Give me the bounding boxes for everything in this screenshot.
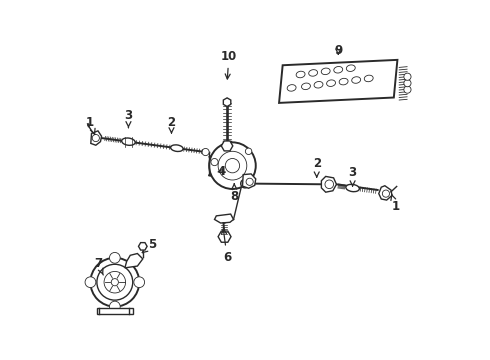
Text: 2: 2 [313, 157, 321, 177]
Polygon shape [91, 131, 101, 145]
Circle shape [225, 158, 240, 173]
Text: 10: 10 [220, 50, 237, 79]
Circle shape [85, 277, 96, 288]
Circle shape [245, 148, 252, 154]
Text: 9: 9 [334, 44, 343, 57]
Ellipse shape [339, 78, 348, 85]
Circle shape [97, 264, 133, 300]
Text: 7: 7 [94, 257, 103, 275]
Circle shape [246, 178, 253, 185]
Ellipse shape [352, 77, 361, 83]
Circle shape [130, 256, 137, 264]
Polygon shape [139, 243, 147, 250]
Circle shape [109, 252, 120, 263]
Polygon shape [321, 176, 337, 192]
Circle shape [211, 158, 218, 166]
Ellipse shape [287, 85, 296, 91]
Circle shape [218, 151, 247, 180]
Ellipse shape [327, 80, 336, 86]
Ellipse shape [301, 83, 310, 90]
Circle shape [209, 142, 256, 189]
Polygon shape [243, 174, 256, 188]
Text: 6: 6 [221, 229, 231, 264]
Polygon shape [221, 141, 233, 151]
Circle shape [404, 73, 411, 80]
Circle shape [91, 258, 139, 307]
Text: 8: 8 [230, 184, 238, 203]
Bar [97, 308, 133, 315]
Text: 1: 1 [86, 116, 95, 135]
Circle shape [404, 86, 411, 93]
Ellipse shape [122, 138, 135, 145]
Text: 3: 3 [124, 109, 132, 127]
Polygon shape [209, 151, 225, 167]
Ellipse shape [334, 67, 343, 73]
Polygon shape [215, 214, 234, 223]
Circle shape [202, 148, 209, 156]
Text: 3: 3 [348, 166, 357, 186]
Ellipse shape [346, 65, 355, 71]
Polygon shape [221, 173, 238, 185]
Ellipse shape [346, 184, 359, 192]
Text: 5: 5 [142, 238, 156, 253]
Circle shape [404, 80, 411, 87]
Ellipse shape [309, 69, 318, 76]
Ellipse shape [314, 81, 323, 88]
Circle shape [247, 177, 254, 183]
Polygon shape [279, 60, 397, 103]
Polygon shape [223, 98, 231, 107]
Circle shape [325, 180, 334, 189]
Ellipse shape [364, 75, 373, 82]
Text: 1: 1 [391, 195, 400, 213]
Circle shape [111, 279, 119, 286]
Text: 2: 2 [168, 116, 175, 133]
Polygon shape [379, 186, 392, 200]
Polygon shape [125, 253, 143, 268]
Circle shape [134, 277, 145, 288]
Text: 4: 4 [218, 165, 226, 177]
Polygon shape [218, 231, 231, 242]
Circle shape [92, 134, 99, 141]
Circle shape [242, 181, 248, 186]
Circle shape [104, 271, 125, 293]
Ellipse shape [321, 68, 330, 75]
Circle shape [241, 179, 249, 188]
Ellipse shape [171, 145, 183, 152]
Ellipse shape [296, 71, 305, 78]
Circle shape [382, 190, 390, 197]
Circle shape [109, 301, 120, 312]
